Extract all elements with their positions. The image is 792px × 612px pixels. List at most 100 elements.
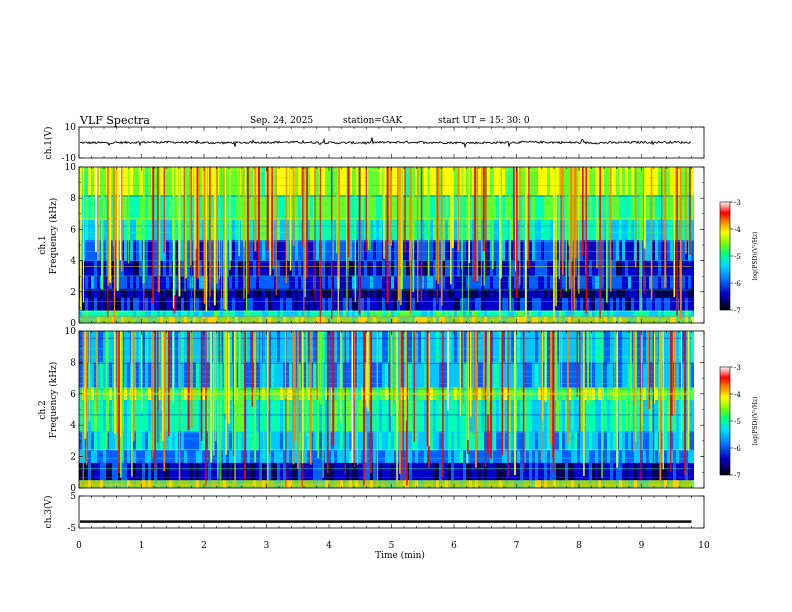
spectrogram-cell [202,362,205,388]
spectrogram-cell [403,362,406,388]
spectrogram-cell [97,450,100,463]
spectrogram-cell [286,310,289,317]
spectrogram-cell [139,400,142,432]
spectrogram-cell [211,195,214,221]
spectrogram-cell [247,331,250,363]
colorbar-scale [719,201,731,311]
spectrogram-cell [277,167,280,196]
spectrogram-cell [619,331,622,363]
spectrogram-cell [229,331,232,363]
spectrogram-cell [517,400,520,432]
spectrogram-cell [547,298,550,311]
spectrogram-cell [544,240,547,261]
spectrogram-cell [337,400,340,432]
spectrogram-cell [493,220,496,241]
spectrogram-cell [154,240,157,261]
spectrogram-cell [328,260,331,277]
spectrogram-cell [187,220,190,241]
spectrogram-cell [433,195,436,221]
spectrogram-cell [457,400,460,432]
spectrogram-cell [103,167,106,196]
spectrogram-cell [565,462,568,481]
spectrogram-cell [589,288,592,299]
spectrogram-cell [187,195,190,221]
spectrogram-cell [232,480,235,488]
spectrogram-cell [406,195,409,221]
spectrogram-cell [274,400,277,432]
spectrogram-cell [385,276,388,289]
spectrogram-cell [547,480,550,488]
spectrogram-cell [349,480,352,488]
spectrogram-cell [313,195,316,221]
spectrogram-cell [646,331,649,363]
spectrogram-cell [463,310,466,317]
x-tick-label: 9 [639,541,645,551]
spectrogram-cell [169,260,172,277]
spectrogram-cell [559,450,562,463]
spectrogram-cell [211,331,214,363]
spectrogram-cell [631,240,634,261]
spectrogram-cell [670,276,673,289]
spectrogram-cell [541,288,544,299]
spectrogram-cell [211,167,214,196]
spectrogram-cell [364,310,367,317]
spectrogram-cell [616,480,619,488]
spectrogram-cell [262,240,265,261]
spectrogram-cell [259,331,262,363]
ch2-spec-ylabel-channel: ch.2 [38,400,48,419]
spectrogram-cell [355,431,358,451]
spectrogram-cell [85,298,88,311]
spectrogram-cell [526,480,529,488]
spectrogram-cell [169,195,172,221]
spectrogram-cell [256,400,259,432]
spectrogram-cell [259,298,262,311]
spectrogram-cell [388,431,391,451]
spectrogram-cell [295,298,298,311]
spectrogram-cell [670,167,673,196]
spectrogram-cell [154,167,157,196]
spectrogram-cell [175,195,178,221]
spectrogram-cell [496,462,499,481]
spectrogram-cell [445,260,448,277]
spectrogram-cell [682,260,685,277]
spectrogram-cell [265,260,268,277]
spectrogram-cell [148,220,151,241]
spectrogram-cell [496,260,499,277]
spectrogram-cell [523,220,526,241]
spectrogram-cell [424,431,427,451]
spectrogram-cell [472,220,475,241]
spectrogram-cell [388,195,391,221]
spectrogram-cell [175,400,178,432]
spectrogram-cell [664,480,667,488]
spectrogram-cell [283,260,286,277]
spectrogram-cell [241,220,244,241]
spectrogram-cell [511,310,514,317]
spectrogram-cell [445,331,448,363]
spectrogram-cell [649,240,652,261]
spectrogram-cell [439,362,442,388]
spectrogram-cell [595,362,598,388]
spectrogram-cell [181,431,184,451]
spectrogram-cell [262,195,265,221]
spectrogram-cell [271,400,274,432]
spectrogram-cell [208,450,211,463]
spectrogram-cell [442,260,445,277]
spectrogram-cell [604,362,607,388]
spectrogram-cell [79,480,82,488]
spectrogram-cell [385,220,388,241]
spectrogram-cell [295,195,298,221]
spectrogram-cell [577,362,580,388]
spectrogram-cell [385,450,388,463]
spectrogram-cell [565,400,568,432]
colorbar-tick-label: -3 [734,364,741,372]
spectrogram-cell [631,400,634,432]
spectrogram-cell [547,288,550,299]
spectrogram-cell [307,400,310,432]
spectrogram-cell [385,195,388,221]
spectrogram-cell [136,362,139,388]
spectrogram-cell [541,480,544,488]
spectrogram-cell [94,288,97,299]
spectrogram-cell [646,240,649,261]
spectrogram-cell [268,462,271,481]
spectrogram-cell [250,220,253,241]
